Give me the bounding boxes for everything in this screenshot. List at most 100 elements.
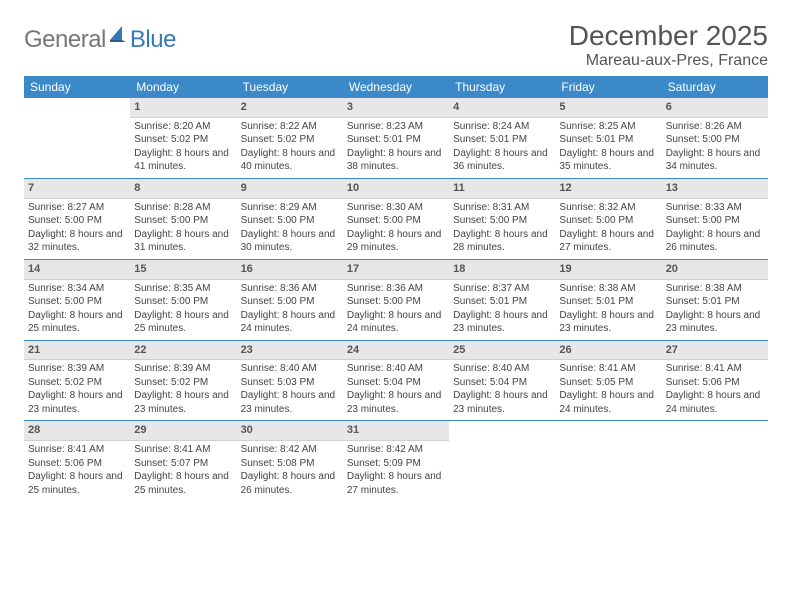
day-cell: [24, 98, 130, 178]
day-body: Sunrise: 8:41 AMSunset: 5:06 PMDaylight:…: [24, 443, 130, 501]
sunrise-text: Sunrise: 8:34 AM: [28, 282, 126, 296]
sunrise-text: Sunrise: 8:41 AM: [28, 443, 126, 457]
day-number: 13: [662, 179, 768, 199]
daylight-text: Daylight: 8 hours and 38 minutes.: [347, 147, 445, 174]
day-body: Sunrise: 8:40 AMSunset: 5:04 PMDaylight:…: [449, 362, 555, 420]
sunset-text: Sunset: 5:01 PM: [453, 133, 551, 147]
week-row: 21Sunrise: 8:39 AMSunset: 5:02 PMDayligh…: [24, 341, 768, 422]
sunrise-text: Sunrise: 8:20 AM: [134, 120, 232, 134]
day-body: Sunrise: 8:25 AMSunset: 5:01 PMDaylight:…: [555, 120, 661, 178]
daylight-text: Daylight: 8 hours and 23 minutes.: [453, 389, 551, 416]
week-row: 1Sunrise: 8:20 AMSunset: 5:02 PMDaylight…: [24, 98, 768, 179]
daylight-text: Daylight: 8 hours and 23 minutes.: [453, 309, 551, 336]
day-cell: 19Sunrise: 8:38 AMSunset: 5:01 PMDayligh…: [555, 260, 661, 340]
dow-wednesday: Wednesday: [343, 76, 449, 98]
day-number: 18: [449, 260, 555, 280]
sunrise-text: Sunrise: 8:38 AM: [559, 282, 657, 296]
daylight-text: Daylight: 8 hours and 28 minutes.: [453, 228, 551, 255]
sunset-text: Sunset: 5:00 PM: [28, 295, 126, 309]
daylight-text: Daylight: 8 hours and 32 minutes.: [28, 228, 126, 255]
day-number: 10: [343, 179, 449, 199]
dow-tuesday: Tuesday: [237, 76, 343, 98]
day-number: 3: [343, 98, 449, 118]
day-body: Sunrise: 8:24 AMSunset: 5:01 PMDaylight:…: [449, 120, 555, 178]
day-body: Sunrise: 8:37 AMSunset: 5:01 PMDaylight:…: [449, 282, 555, 340]
day-cell: [555, 421, 661, 501]
daylight-text: Daylight: 8 hours and 23 minutes.: [559, 309, 657, 336]
month-title: December 2025: [569, 20, 768, 52]
day-body: Sunrise: 8:36 AMSunset: 5:00 PMDaylight:…: [237, 282, 343, 340]
sunrise-text: Sunrise: 8:39 AM: [134, 362, 232, 376]
day-body: Sunrise: 8:41 AMSunset: 5:06 PMDaylight:…: [662, 362, 768, 420]
day-number: 21: [24, 341, 130, 361]
day-number: 6: [662, 98, 768, 118]
sunrise-text: Sunrise: 8:40 AM: [241, 362, 339, 376]
sunset-text: Sunset: 5:01 PM: [347, 133, 445, 147]
daylight-text: Daylight: 8 hours and 24 minutes.: [666, 389, 764, 416]
daylight-text: Daylight: 8 hours and 27 minutes.: [347, 470, 445, 497]
day-cell: 31Sunrise: 8:42 AMSunset: 5:09 PMDayligh…: [343, 421, 449, 501]
day-number: 1: [130, 98, 236, 118]
day-body: Sunrise: 8:32 AMSunset: 5:00 PMDaylight:…: [555, 201, 661, 259]
calendar: Sunday Monday Tuesday Wednesday Thursday…: [24, 76, 768, 501]
day-cell: 23Sunrise: 8:40 AMSunset: 5:03 PMDayligh…: [237, 341, 343, 421]
day-number: 2: [237, 98, 343, 118]
dow-thursday: Thursday: [449, 76, 555, 98]
day-number: 17: [343, 260, 449, 280]
week-row: 7Sunrise: 8:27 AMSunset: 5:00 PMDaylight…: [24, 179, 768, 260]
day-number: 14: [24, 260, 130, 280]
week-row: 14Sunrise: 8:34 AMSunset: 5:00 PMDayligh…: [24, 260, 768, 341]
sunrise-text: Sunrise: 8:29 AM: [241, 201, 339, 215]
day-body: Sunrise: 8:23 AMSunset: 5:01 PMDaylight:…: [343, 120, 449, 178]
daylight-text: Daylight: 8 hours and 36 minutes.: [453, 147, 551, 174]
title-block: December 2025 Mareau-aux-Pres, France: [569, 20, 768, 70]
sunset-text: Sunset: 5:00 PM: [241, 295, 339, 309]
sunset-text: Sunset: 5:00 PM: [453, 214, 551, 228]
day-body: Sunrise: 8:28 AMSunset: 5:00 PMDaylight:…: [130, 201, 236, 259]
day-cell: 10Sunrise: 8:30 AMSunset: 5:00 PMDayligh…: [343, 179, 449, 259]
sunrise-text: Sunrise: 8:31 AM: [453, 201, 551, 215]
daylight-text: Daylight: 8 hours and 24 minutes.: [559, 389, 657, 416]
sunrise-text: Sunrise: 8:42 AM: [347, 443, 445, 457]
sunset-text: Sunset: 5:00 PM: [347, 214, 445, 228]
day-cell: 25Sunrise: 8:40 AMSunset: 5:04 PMDayligh…: [449, 341, 555, 421]
day-cell: 12Sunrise: 8:32 AMSunset: 5:00 PMDayligh…: [555, 179, 661, 259]
sunset-text: Sunset: 5:00 PM: [666, 133, 764, 147]
daylight-text: Daylight: 8 hours and 26 minutes.: [666, 228, 764, 255]
daylight-text: Daylight: 8 hours and 31 minutes.: [134, 228, 232, 255]
day-cell: 8Sunrise: 8:28 AMSunset: 5:00 PMDaylight…: [130, 179, 236, 259]
daylight-text: Daylight: 8 hours and 30 minutes.: [241, 228, 339, 255]
daylight-text: Daylight: 8 hours and 24 minutes.: [347, 309, 445, 336]
day-body: Sunrise: 8:38 AMSunset: 5:01 PMDaylight:…: [662, 282, 768, 340]
logo: General Blue: [24, 20, 176, 54]
day-number: 4: [449, 98, 555, 118]
daylight-text: Daylight: 8 hours and 23 minutes.: [241, 389, 339, 416]
sunrise-text: Sunrise: 8:40 AM: [453, 362, 551, 376]
day-cell: 22Sunrise: 8:39 AMSunset: 5:02 PMDayligh…: [130, 341, 236, 421]
dow-friday: Friday: [555, 76, 661, 98]
daylight-text: Daylight: 8 hours and 25 minutes.: [134, 470, 232, 497]
daylight-text: Daylight: 8 hours and 25 minutes.: [28, 309, 126, 336]
sunset-text: Sunset: 5:09 PM: [347, 457, 445, 471]
day-cell: 28Sunrise: 8:41 AMSunset: 5:06 PMDayligh…: [24, 421, 130, 501]
daylight-text: Daylight: 8 hours and 35 minutes.: [559, 147, 657, 174]
sunset-text: Sunset: 5:01 PM: [666, 295, 764, 309]
day-body: Sunrise: 8:36 AMSunset: 5:00 PMDaylight:…: [343, 282, 449, 340]
day-cell: 5Sunrise: 8:25 AMSunset: 5:01 PMDaylight…: [555, 98, 661, 178]
sunset-text: Sunset: 5:04 PM: [453, 376, 551, 390]
daylight-text: Daylight: 8 hours and 25 minutes.: [28, 470, 126, 497]
sunset-text: Sunset: 5:01 PM: [559, 295, 657, 309]
day-body: Sunrise: 8:40 AMSunset: 5:04 PMDaylight:…: [343, 362, 449, 420]
dow-monday: Monday: [130, 76, 236, 98]
day-body: Sunrise: 8:33 AMSunset: 5:00 PMDaylight:…: [662, 201, 768, 259]
sunrise-text: Sunrise: 8:38 AM: [666, 282, 764, 296]
day-number: 22: [130, 341, 236, 361]
sunrise-text: Sunrise: 8:41 AM: [134, 443, 232, 457]
daylight-text: Daylight: 8 hours and 24 minutes.: [241, 309, 339, 336]
day-number: 11: [449, 179, 555, 199]
sunrise-text: Sunrise: 8:27 AM: [28, 201, 126, 215]
day-cell: 9Sunrise: 8:29 AMSunset: 5:00 PMDaylight…: [237, 179, 343, 259]
day-body: Sunrise: 8:20 AMSunset: 5:02 PMDaylight:…: [130, 120, 236, 178]
daylight-text: Daylight: 8 hours and 27 minutes.: [559, 228, 657, 255]
day-cell: 21Sunrise: 8:39 AMSunset: 5:02 PMDayligh…: [24, 341, 130, 421]
